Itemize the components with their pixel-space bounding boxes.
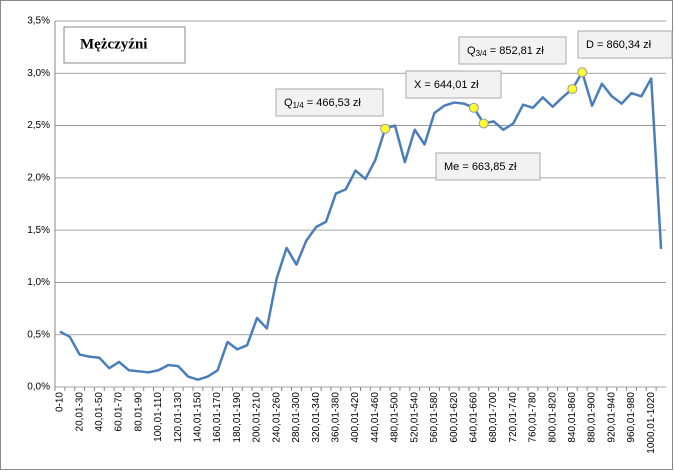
y-tick-label: 1,5%: [27, 225, 50, 236]
annotation-label: X = 644,01 zł: [414, 79, 479, 91]
annotation-box: [405, 70, 502, 99]
highlight-marker: [577, 67, 588, 78]
x-tick-label: 160,01-170: [212, 392, 223, 443]
y-tick-label: 0,5%: [27, 329, 50, 340]
y-tick-label: 2,5%: [27, 120, 50, 131]
annotation-subscript: 3/4: [476, 49, 488, 58]
x-tick-label: 840,01-860: [567, 392, 578, 443]
x-tick-label: 960,01-980: [626, 392, 637, 443]
annotation-box: [435, 152, 541, 181]
annotation-text: Me = 663,85 zł: [444, 161, 517, 173]
x-tick-label: 200,01-210: [252, 392, 263, 443]
line-series: [59, 70, 663, 381]
y-tick-label: 3,0%: [27, 68, 50, 79]
x-tick-label: 880,01-900: [587, 392, 598, 443]
x-tick-label: 20,01-30: [74, 392, 85, 432]
x-tick-label: 280,01-300: [291, 392, 302, 443]
x-tick-label: 1000,01-1020: [646, 392, 657, 454]
x-tick-label: 440,01-460: [370, 392, 381, 443]
y-tick-label: 0,0%: [27, 382, 50, 393]
x-tick-label: 240,01-260: [271, 392, 282, 443]
title-box: [63, 26, 186, 64]
x-tick-label: 60,01-70: [114, 392, 125, 432]
highlight-marker: [380, 123, 391, 134]
annotation-subscript: 1/4: [293, 101, 305, 110]
annotation-box: [458, 36, 567, 65]
x-tick-label: 560,01-580: [429, 392, 440, 443]
annotation-label: Q3/4 = 852,81 zł: [467, 45, 544, 58]
annotation-label: Q1/4 = 466,53 zł: [284, 97, 361, 110]
highlight-marker: [478, 118, 489, 129]
annotation-text: = 852,81 zł: [487, 45, 545, 57]
x-tick-label: 320,01-340: [311, 392, 322, 443]
annotation-box: [275, 88, 384, 117]
x-tick-label: 480,01-500: [390, 392, 401, 443]
annotation-text: D = 860,34 zł: [586, 39, 652, 51]
x-tick-label: 600,01-620: [449, 392, 460, 443]
annotation-text: = 466,53 zł: [304, 97, 362, 109]
x-tick-label: 360,01-380: [331, 392, 342, 443]
annotation-box: [577, 30, 673, 59]
highlight-marker: [567, 83, 578, 94]
annotation-prefix: Q: [467, 45, 476, 57]
y-tick-label: 3,5%: [27, 16, 50, 27]
x-tick-label: 760,01-780: [528, 392, 539, 443]
x-tick-label: 100,01-110: [153, 392, 164, 442]
x-tick-label: 0-10: [55, 392, 66, 412]
y-tick-label: 1,0%: [27, 277, 50, 288]
x-tick-label: 640,01-660: [468, 392, 479, 443]
highlight-marker: [468, 102, 479, 113]
x-tick-label: 80,01-90: [133, 392, 144, 432]
chart-title: Mężczyźni: [80, 36, 147, 52]
x-tick-label: 800,01-820: [547, 392, 558, 443]
x-tick-label: 680,01-700: [488, 392, 499, 443]
annotation-label: Me = 663,85 zł: [444, 161, 517, 173]
annotation-prefix: Q: [284, 97, 293, 109]
annotation-text: X = 644,01 zł: [414, 79, 479, 91]
x-tick-label: 400,01-420: [350, 392, 361, 443]
x-tick-label: 140,01-150: [193, 392, 204, 443]
y-tick-label: 2,0%: [27, 172, 50, 183]
x-tick-label: 120,01-130: [173, 392, 184, 443]
x-tick-label: 40,01-50: [94, 392, 105, 432]
x-tick-label: 920,01-940: [606, 392, 617, 443]
annotation-label: D = 860,34 zł: [586, 39, 652, 51]
x-tick-label: 180,01-190: [232, 392, 243, 443]
x-tick-label: 720,01-740: [508, 392, 519, 443]
x-tick-label: 520,01-540: [409, 392, 420, 443]
